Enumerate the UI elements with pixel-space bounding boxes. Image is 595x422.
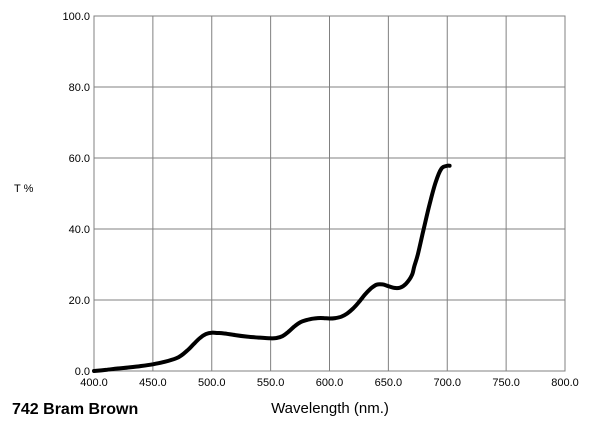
x-tick-labels: 400.0 450.0 500.0 550.0 600.0 650.0 700.0 750.0… — [80, 377, 579, 389]
x-tick-label: 700.0 — [433, 377, 461, 389]
x-tick-label: 400.0 — [80, 377, 108, 389]
x-tick-label: 450.0 — [139, 377, 167, 389]
x-tick-label: 650.0 — [375, 377, 403, 389]
x-axis-label: Wavelength (nm.) — [271, 400, 389, 417]
y-tick-label: 20.0 — [69, 295, 90, 307]
x-tick-label: 600.0 — [316, 377, 344, 389]
y-tick-label: 60.0 — [69, 153, 90, 165]
y-tick-label: 0.0 — [75, 366, 90, 378]
x-tick-label: 500.0 — [198, 377, 226, 389]
y-axis-label: T % — [14, 183, 34, 195]
y-tick-label: 100.0 — [62, 11, 90, 23]
y-tick-labels: 0.0 20.0 40.0 60.0 80.0 100.0 — [62, 11, 90, 378]
x-tick-label: 550.0 — [257, 377, 285, 389]
chart-title: 742 Bram Brown — [12, 401, 138, 418]
x-tick-label: 800.0 — [551, 377, 579, 389]
grid-lines — [94, 16, 565, 371]
y-tick-label: 40.0 — [69, 224, 90, 236]
transmission-curve — [92, 163, 452, 373]
x-tick-label: 750.0 — [492, 377, 520, 389]
y-tick-label: 80.0 — [69, 82, 90, 94]
